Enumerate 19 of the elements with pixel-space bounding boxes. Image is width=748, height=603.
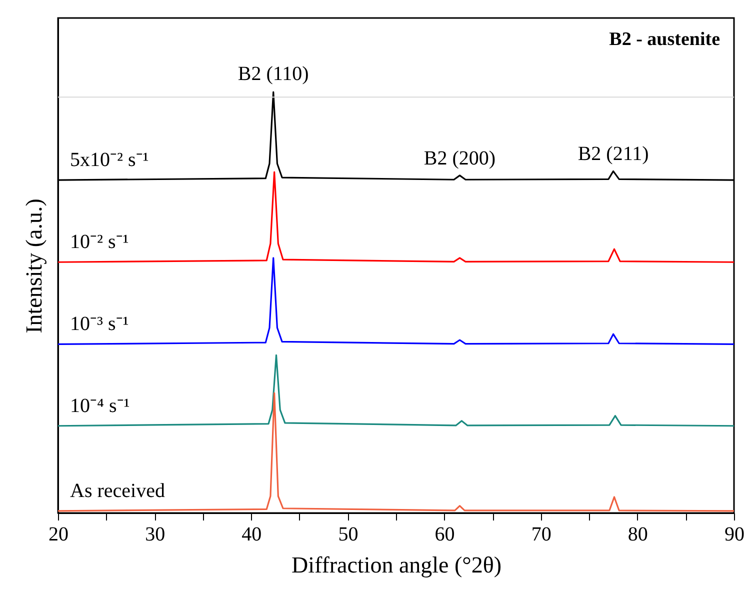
annotation: B2 (211)	[578, 143, 649, 166]
x-tick-label: 60	[434, 524, 455, 546]
x-tick-label: 20	[48, 524, 68, 546]
series-label: As received	[70, 480, 165, 502]
x-tick-label: 50	[338, 524, 358, 546]
series-label: 10⁻³ s⁻¹	[70, 313, 129, 336]
x-axis-title: Diffraction angle (°2θ)	[291, 552, 502, 578]
x-tick-label: 80	[628, 524, 648, 546]
annotation: B2 (200)	[424, 147, 496, 170]
series-label: 5x10⁻² s⁻¹	[70, 149, 149, 172]
text: B2 - austenite	[609, 29, 720, 50]
x-tick-label: 90	[724, 524, 744, 546]
series-label: 10⁻² s⁻¹	[70, 231, 129, 254]
x-tick-label: 30	[145, 524, 166, 546]
x-tick-label: 70	[531, 524, 552, 546]
series-label: 10⁻⁴ s⁻¹	[70, 394, 130, 417]
y-axis-title: Intensity (a.u.)	[22, 198, 46, 334]
annotation: B2 (110)	[238, 63, 309, 86]
x-tick-label: 40	[242, 524, 262, 546]
